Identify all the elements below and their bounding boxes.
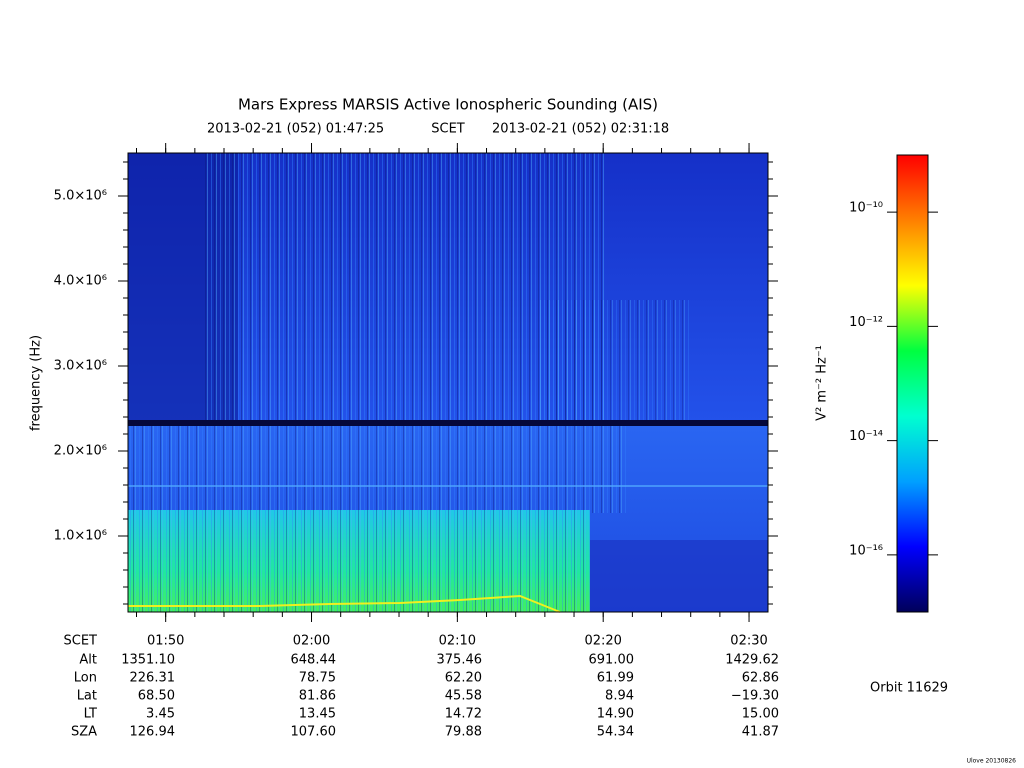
ephemeris-value: 13.45 (299, 707, 336, 722)
ephemeris-value: 15.00 (742, 707, 779, 722)
ephemeris-value: 1351.10 (121, 653, 175, 668)
colorbar-tick-label: 10⁻¹⁰ (849, 201, 883, 216)
ephemeris-value: 691.00 (589, 653, 635, 668)
ephemeris-value: 107.60 (291, 725, 337, 740)
x-tick-label: 02:20 (584, 634, 621, 649)
colorbar-tick-label: 10⁻¹⁶ (849, 543, 883, 558)
x-tick-label: 01:50 (147, 634, 184, 649)
ephemeris-value: 226.31 (130, 671, 176, 686)
colorbar (896, 154, 929, 613)
ephemeris-label: Alt (79, 653, 97, 668)
plot-frame (127, 152, 769, 613)
x-tick-label: 02:10 (439, 634, 476, 649)
ephemeris-value: 14.90 (597, 707, 634, 722)
ephemeris-value: 79.88 (445, 725, 482, 740)
colorbar-tick-label: 10⁻¹² (849, 315, 883, 330)
x-tick-label: 02:00 (293, 634, 330, 649)
footer: Ulove 20130826 (967, 758, 1017, 765)
ephemeris-value: 126.94 (130, 725, 176, 740)
subtitle-mid: SCET (431, 122, 465, 137)
chart-title: Mars Express MARSIS Active Ionospheric S… (238, 96, 658, 114)
orbit: Orbit 11629 (870, 681, 948, 696)
y-axis-label: frequency (Hz) (29, 335, 44, 431)
ephemeris-value: 81.86 (299, 689, 336, 704)
ephemeris-value: 1429.62 (725, 653, 779, 668)
ephemeris-value: 45.58 (445, 689, 482, 704)
ephemeris-value: 375.46 (437, 653, 483, 668)
ephemeris-label: Lon (74, 671, 97, 686)
colorbar-tick-label: 10⁻¹⁴ (849, 429, 883, 444)
spectrogram (128, 153, 768, 613)
ephemeris-value: 61.99 (597, 671, 634, 686)
ephemeris-value: 62.86 (742, 671, 779, 686)
colorbar-label: V² m⁻² Hz⁻¹ (815, 345, 830, 421)
ephemeris-value: 41.87 (742, 725, 779, 740)
x-tick-label: 02:30 (730, 634, 767, 649)
x-axis-label: SCET (64, 634, 98, 649)
subtitle-start: 2013-02-21 (052) 01:47:25 (207, 122, 384, 137)
y-tick-label: 5.0×10⁶ (54, 189, 107, 204)
ephemeris-value: 62.20 (445, 671, 482, 686)
ephemeris-value: 3.45 (146, 707, 175, 722)
ephemeris-label: LT (84, 707, 97, 722)
subtitle-end: 2013-02-21 (052) 02:31:18 (492, 122, 669, 137)
ephemeris-value: 78.75 (299, 671, 336, 686)
ephemeris-value: 14.72 (445, 707, 482, 722)
ephemeris-value: 68.50 (138, 689, 175, 704)
ephemeris-label: Lat (77, 689, 97, 704)
ephemeris-value: −19.30 (731, 689, 779, 704)
y-tick-label: 2.0×10⁶ (54, 444, 107, 459)
ephemeris-label: SZA (71, 725, 97, 740)
y-tick-label: 3.0×10⁶ (54, 359, 107, 374)
y-tick-label: 4.0×10⁶ (54, 274, 107, 289)
ephemeris-value: 648.44 (291, 653, 337, 668)
y-tick-label: 1.0×10⁶ (54, 529, 107, 544)
ephemeris-value: 8.94 (605, 689, 634, 704)
ephemeris-value: 54.34 (597, 725, 634, 740)
